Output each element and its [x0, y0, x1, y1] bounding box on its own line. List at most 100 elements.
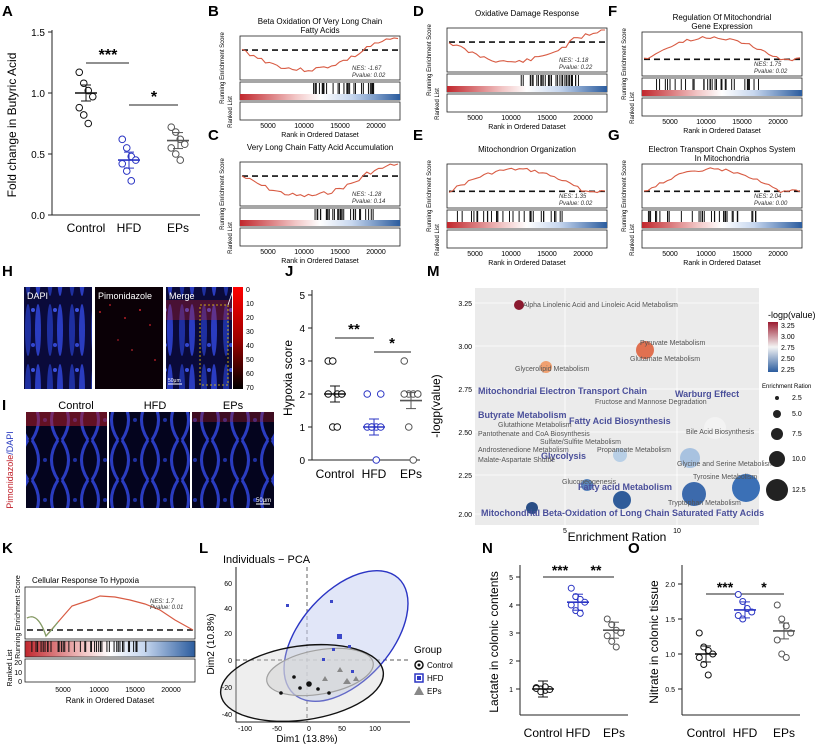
data-point	[695, 654, 703, 661]
l-xticks: -100 -50 0 50 100	[238, 726, 381, 733]
l-ytick-0: -40	[222, 712, 232, 719]
k-xlabel: Rank in Ordered Dataset	[66, 696, 155, 705]
f-xtick: 20000	[768, 119, 788, 126]
l-title: Individuals − PCA	[223, 554, 311, 566]
m-term: Glutamate Metabolism	[630, 356, 700, 363]
m-bubble	[636, 341, 654, 359]
h-label-dapi: DAPI	[27, 291, 48, 301]
m-bubble	[613, 491, 631, 509]
d-enrichment-curve	[448, 29, 605, 63]
b-xtick: 15000	[330, 123, 350, 130]
l-xtick-3: 50	[338, 726, 346, 733]
j-sig-2: *	[389, 335, 395, 352]
i-ylabel: Pimonidazole/DAPI	[5, 431, 15, 509]
m-legend-size	[766, 479, 788, 501]
m-bubble	[581, 479, 593, 491]
panel-label-d: D	[413, 3, 424, 20]
o-ytick-2: 1.5	[665, 617, 675, 624]
panel-label-n: N	[482, 540, 493, 557]
m-bubble	[540, 361, 552, 373]
k-hit-ticks	[31, 641, 147, 652]
panel-l: L Individuals − PCA 60 40 20 0 -20 -40	[199, 540, 453, 745]
m-legend-size	[771, 428, 783, 440]
data-point	[167, 123, 176, 131]
n-scatter	[532, 584, 625, 698]
panel-k: K Cellular Response To Hypoxia Running E…	[2, 540, 196, 705]
c-enrichment-curve	[241, 163, 399, 198]
panel-label-a: A	[2, 3, 13, 20]
m-bubble	[680, 448, 700, 468]
b-rank-label: Ranked List	[228, 96, 234, 128]
data-point	[695, 629, 703, 637]
h-scale-bar: 50μm	[168, 378, 181, 384]
i-hfd-image	[109, 412, 190, 508]
o-xlabel-eps: EPs	[773, 726, 795, 740]
data-point	[167, 144, 176, 152]
a-sig-2: *	[151, 89, 158, 106]
j-scatter	[324, 357, 422, 464]
m-ytick-5: 3.25	[458, 301, 472, 308]
data-point	[400, 390, 409, 398]
m-term: Bile Acid Biosynthesis	[686, 429, 755, 436]
g-ylabel: Running Enrichment Score	[622, 159, 628, 231]
m-term: Propanoate Metabolism	[597, 447, 671, 454]
m-term: Glycine and Serine Metabolism	[677, 461, 774, 468]
panel-j: J 0 1 2 3 4 5 Hypoxia score Control HFD …	[281, 263, 422, 481]
o-ytick-3: 2.0	[665, 582, 675, 589]
m-yticks: 3.25 3.00 2.75 2.50 2.25 2.00 5 10	[458, 301, 681, 535]
data-point	[704, 671, 712, 679]
b-title: Beta Oxidation Of Very Long Chain	[258, 17, 383, 26]
h-dapi-image	[24, 287, 92, 389]
data-point	[576, 609, 584, 617]
l-ytick-3: 20	[224, 631, 232, 638]
h-cb-5: 50	[246, 357, 254, 364]
j-ylabel: Hypoxia score	[281, 340, 295, 416]
gsea-e-plot: Mitochondrion Organization Running Enrich…	[427, 145, 608, 267]
h-merge-image	[166, 287, 232, 389]
panel-label-h: H	[2, 263, 13, 280]
data-point	[75, 103, 84, 112]
m-bubble	[732, 474, 760, 502]
b-xlabel: Rank in Ordered Dataset	[281, 132, 358, 139]
m-term-bold: Mitochondrial Electron Transport Chain	[478, 386, 647, 396]
n-xlabel-eps: EPs	[603, 726, 625, 740]
b-pvalue: Pvalue: 0.02	[352, 73, 386, 79]
h-label-merge: Merge	[169, 291, 195, 301]
data-point	[333, 423, 342, 431]
panel-b: B Beta Oxidation Of Very Long ChainFatty…	[208, 3, 401, 139]
l-legend-title: Group	[414, 645, 442, 656]
data-point	[127, 177, 136, 185]
data-point	[122, 144, 131, 152]
e-xlabel: Rank in Ordered Dataset	[488, 260, 565, 267]
m-bubble	[704, 417, 726, 439]
h-zoom-box	[199, 304, 229, 386]
o-ytick-0: 0.5	[665, 687, 675, 694]
h-cb-4: 40	[246, 343, 254, 350]
g-title: Electron Transport Chain Oxphos System	[648, 145, 796, 154]
a-ylabel: Fold change in Butyric Acid	[5, 53, 19, 198]
m-ytick-2: 2.50	[458, 430, 472, 437]
m-bubble	[526, 502, 538, 514]
o-yticks: 0.5 1.0 1.5 2.0	[665, 582, 682, 694]
m-term: Glycerolipid Metabolism	[515, 366, 589, 373]
m-ytick-0: 2.00	[458, 512, 472, 519]
g-xtick: 5000	[662, 251, 678, 258]
e-rank-bar	[447, 222, 607, 228]
n-ytick-3: 4	[509, 603, 513, 610]
i-eps-image	[192, 412, 274, 508]
panel-i: I Control HFD EPs 50μm Pimonidazole/DAPI	[2, 397, 274, 509]
h-colorbar-ticks: 0 10 20 30 40 50 60 70	[246, 287, 254, 392]
c-xlabel: Rank in Ordered Dataset	[281, 258, 358, 265]
l-ytick-2: 0	[228, 658, 232, 665]
g-xlabel: Rank in Ordered Dataset	[683, 260, 760, 267]
b-xtick: 20000	[366, 123, 386, 130]
m-xtick-1: 10	[673, 528, 681, 535]
k-xtick-1: 10000	[89, 687, 109, 694]
f-title: Regulation Of Mitochondrial	[673, 13, 772, 22]
panel-a: A 0.0 0.5 1.0 1.5 Fold change in Butyric…	[2, 3, 200, 235]
e-ylabel: Running Enrichment Score	[427, 159, 433, 231]
m-ytick-1: 2.25	[458, 473, 472, 480]
o-sig-1: ***	[717, 579, 734, 595]
